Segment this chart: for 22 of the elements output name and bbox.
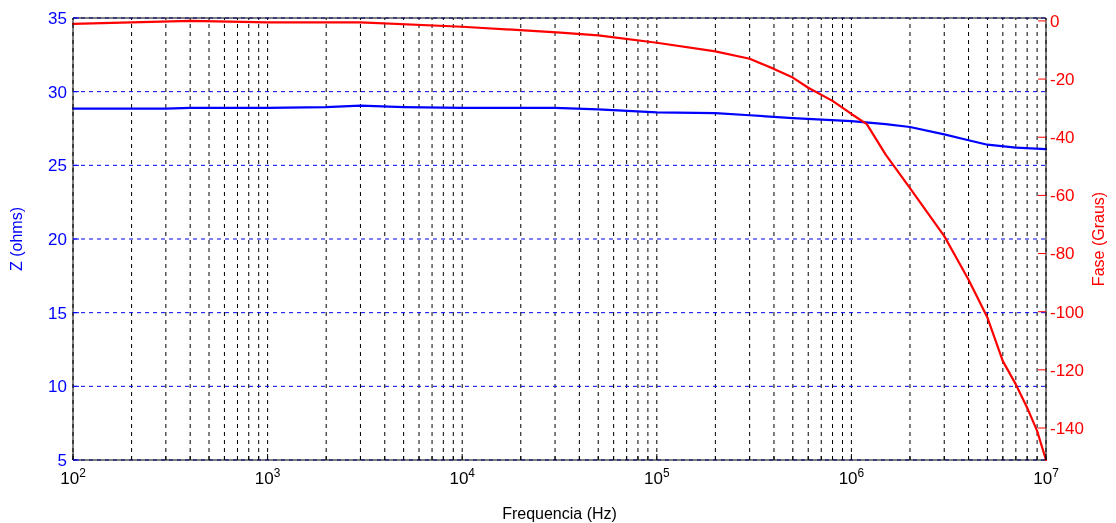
y-tick-label: 10: [48, 377, 67, 397]
y-axis-title: Z (ohms): [8, 207, 25, 271]
x-tick-label: 10$^{6}$: [838, 466, 865, 488]
x-axis-title: Frequencia (Hz): [502, 505, 617, 522]
y2-tick-label: -80: [1050, 244, 1075, 264]
x-tick-label: 10$^{7}$: [1033, 466, 1060, 488]
y2-tick-label: 0: [1050, 11, 1060, 31]
y-tick-label: 25: [48, 156, 67, 176]
y2-tick-label: -60: [1050, 186, 1075, 206]
y2-tick-label: -120: [1050, 360, 1085, 380]
y2-axis-title: Fase (Graus): [1090, 191, 1107, 287]
y-tick-label: 30: [48, 82, 67, 102]
y-tick-label: 35: [48, 8, 67, 28]
x-tick-label: 10$^{4}$: [449, 466, 476, 488]
y2-tick-label: -20: [1050, 70, 1075, 90]
y2-tick-label: -140: [1050, 418, 1085, 438]
y2-tick-label: -100: [1050, 302, 1085, 322]
x-tick-label: 10$^{3}$: [254, 466, 281, 488]
y-tick-label: 20: [48, 229, 67, 249]
y-tick-label: 15: [48, 303, 67, 323]
x-tick-label: 10$^{5}$: [644, 466, 670, 488]
y2-tick-label: -40: [1050, 128, 1075, 148]
